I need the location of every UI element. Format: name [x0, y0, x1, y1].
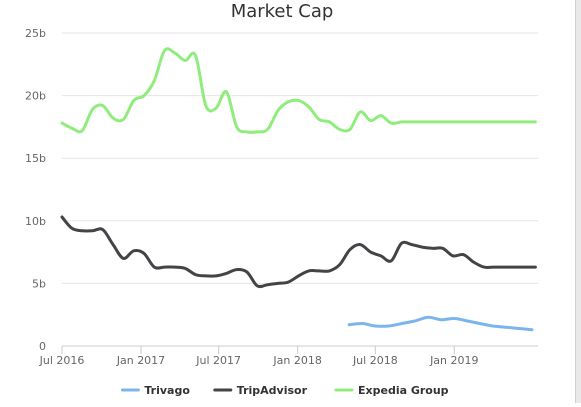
- legend-item-expedia-group[interactable]: Expedia Group: [334, 384, 449, 397]
- y-tick-label: 25b: [25, 27, 46, 40]
- x-tick-label: Jul 2018: [352, 354, 398, 367]
- legend-item-tripadvisor[interactable]: TripAdvisor: [213, 384, 308, 397]
- legend-label: Trivago: [144, 384, 190, 397]
- x-tick-label: Jul 2017: [195, 354, 241, 367]
- series-line-trivago[interactable]: [347, 315, 534, 332]
- legend-label: Expedia Group: [358, 384, 449, 397]
- series-line-expedia-group[interactable]: [60, 47, 537, 134]
- axis-layer: 0 5b 10b 15b 20b 25b Jul 2016 Jan 2017 Jul 2017 J…: [25, 27, 479, 367]
- grid-layer: [62, 32, 538, 347]
- series-layer: [60, 47, 537, 332]
- series-line-tripadvisor[interactable]: [60, 215, 537, 289]
- y-tick-label: 20b: [25, 90, 46, 103]
- y-tick-label: 10b: [25, 215, 46, 228]
- y-tick-label: 15b: [25, 152, 46, 165]
- x-tick-label: Jul 2016: [39, 354, 85, 367]
- y-tick-label: 0: [39, 340, 46, 353]
- x-tick-label: Jan 2017: [116, 354, 165, 367]
- y-tick-label: 5b: [32, 277, 46, 290]
- x-tick-label: Jan 2018: [272, 354, 321, 367]
- chart-title: Market Cap: [231, 1, 334, 22]
- legend: Trivago TripAdvisor Expedia Group: [120, 384, 449, 397]
- window-edge: [575, 0, 581, 403]
- legend-label: TripAdvisor: [237, 384, 308, 397]
- x-tick-label: Jan 2019: [429, 354, 478, 367]
- legend-item-trivago[interactable]: Trivago: [120, 384, 190, 397]
